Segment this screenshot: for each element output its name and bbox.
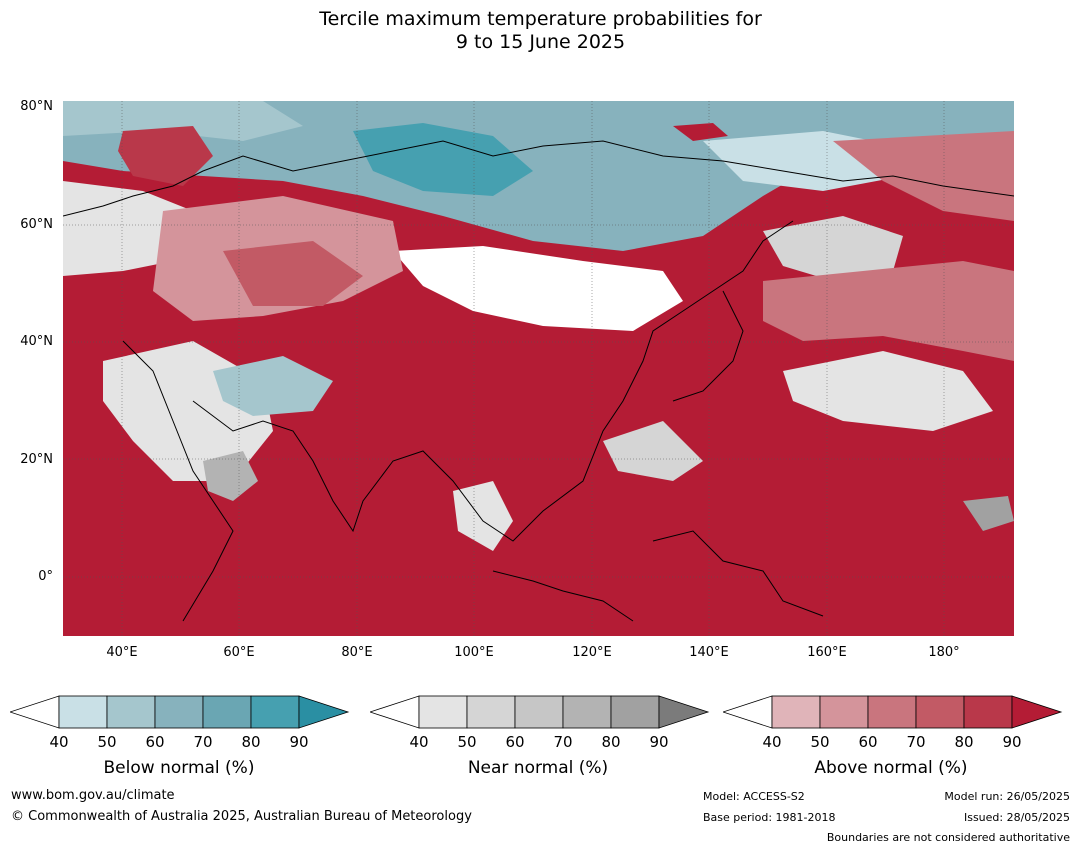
colorbar-near-tick: 70 <box>553 733 573 751</box>
probability-map <box>63 101 1014 636</box>
colorbar-above-swatch <box>915 695 965 729</box>
region-near-normal-horn <box>203 451 258 501</box>
colorbar-below-normal <box>10 695 350 729</box>
region-above-normal-arctic <box>673 123 728 141</box>
colorbar-above-tick: 70 <box>906 733 926 751</box>
region-near-normal-sea-china <box>603 421 703 481</box>
colorbar-near-swatch <box>514 695 564 729</box>
lon-label-120e: 120°E <box>572 645 612 660</box>
colorbar-below-swatch <box>58 695 108 729</box>
colorbar-near-swatch <box>466 695 516 729</box>
colorbar-below-tick: 70 <box>193 733 213 751</box>
colorbar-below-tick: 90 <box>289 733 309 751</box>
region-above-normal-mid-asia-strong <box>223 241 363 306</box>
colorbar-above-tick: 40 <box>762 733 782 751</box>
colorbar-below-swatch <box>202 695 252 729</box>
colorbar-above-tick: 50 <box>810 733 830 751</box>
footer-model: Model: ACCESS-S2 <box>703 790 805 803</box>
footer-model-run: Model run: 26/05/2025 <box>944 790 1070 803</box>
colorbar-above-swatch <box>819 695 869 729</box>
colorbar-above-tick: 90 <box>1002 733 1022 751</box>
lon-label-180: 180° <box>928 645 960 660</box>
lat-label-0: 0° <box>38 569 53 584</box>
region-above-normal-scandinavia <box>118 126 213 186</box>
colorbar-above-swatch <box>771 695 821 729</box>
colorbar-below-swatch <box>250 695 300 729</box>
colorbar-above-max-arrow <box>1011 695 1063 729</box>
colorbar-above-swatches <box>771 695 1013 729</box>
colorbar-near-swatch <box>562 695 612 729</box>
colorbar-below-swatch <box>106 695 156 729</box>
colorbar-above-swatch <box>963 695 1013 729</box>
colorbar-near-tick: 80 <box>601 733 621 751</box>
colorbar-near-swatch <box>418 695 468 729</box>
lat-label-40n: 40°N <box>20 334 53 349</box>
colorbar-above-swatch <box>867 695 917 729</box>
colorbar-near-swatch <box>610 695 660 729</box>
colorbar-below-tick: 40 <box>49 733 69 751</box>
map-title: Tercile maximum temperature probabilitie… <box>0 8 1081 54</box>
colorbar-above-min-arrow <box>723 695 773 729</box>
colorbar-below-tick: 80 <box>241 733 261 751</box>
colorbar-near-max-arrow <box>658 695 710 729</box>
colorbar-near-min-arrow <box>370 695 420 729</box>
lon-label-80e: 80°E <box>341 645 373 660</box>
region-near-normal-pacific <box>783 351 993 431</box>
lon-label-140e: 140°E <box>689 645 729 660</box>
colorbar-below-tick: 50 <box>97 733 117 751</box>
graticule <box>63 101 1014 636</box>
colorbar-below-max-arrow <box>298 695 350 729</box>
lon-label-40e: 40°E <box>106 645 138 660</box>
colorbar-near-swatches <box>418 695 660 729</box>
colorbar-near-tick: 60 <box>505 733 525 751</box>
colorbar-below-title: Below normal (%) <box>103 758 255 778</box>
colorbar-near-normal <box>370 695 710 729</box>
colorbar-near-tick: 50 <box>457 733 477 751</box>
colorbar-above-tick: 80 <box>954 733 974 751</box>
region-near-normal-pacific-east <box>963 496 1014 531</box>
region-near-normal-far-east <box>763 216 903 281</box>
lon-label-60e: 60°E <box>223 645 255 660</box>
colorbar-above-tick: 60 <box>858 733 878 751</box>
footer-issued: Issued: 28/05/2025 <box>963 811 1070 824</box>
colorbar-near-title: Near normal (%) <box>467 758 609 778</box>
footer-url[interactable]: www.bom.gov.au/climate <box>11 788 175 803</box>
lat-label-60n: 60°N <box>20 217 53 232</box>
region-near-normal-se-asia <box>453 481 513 551</box>
region-below-normal-strong <box>353 123 533 196</box>
region-above-normal-ne-siberia <box>833 131 1014 221</box>
title-line-2: 9 to 15 June 2025 <box>455 31 626 53</box>
footer-base-period: Base period: 1981-2018 <box>703 811 836 824</box>
footer-copyright: © Commonwealth of Australia 2025, Austra… <box>11 809 472 824</box>
colorbar-below-min-arrow <box>10 695 60 729</box>
lon-label-160e: 160°E <box>807 645 847 660</box>
colorbar-below-swatch <box>154 695 204 729</box>
region-above-normal-pacific <box>763 261 1014 361</box>
colorbar-below-tick: 60 <box>145 733 165 751</box>
colorbar-near-tick: 90 <box>649 733 669 751</box>
coastlines <box>63 140 1014 622</box>
colorbar-above-normal <box>723 695 1063 729</box>
colorbar-above-title: Above normal (%) <box>814 758 968 778</box>
lon-label-100e: 100°E <box>454 645 494 660</box>
footer-disclaimer: Boundaries are not considered authoritat… <box>826 831 1070 844</box>
map-canvas <box>63 101 1014 636</box>
lat-label-80n: 80°N <box>20 99 53 114</box>
lat-label-20n: 20°N <box>20 452 53 467</box>
colorbar-near-tick: 40 <box>409 733 429 751</box>
colorbar-below-swatches <box>58 695 300 729</box>
region-near-normal-central-asia <box>393 246 683 331</box>
region-below-normal-iran <box>213 356 333 416</box>
title-line-1: Tercile maximum temperature probabilitie… <box>319 8 762 30</box>
